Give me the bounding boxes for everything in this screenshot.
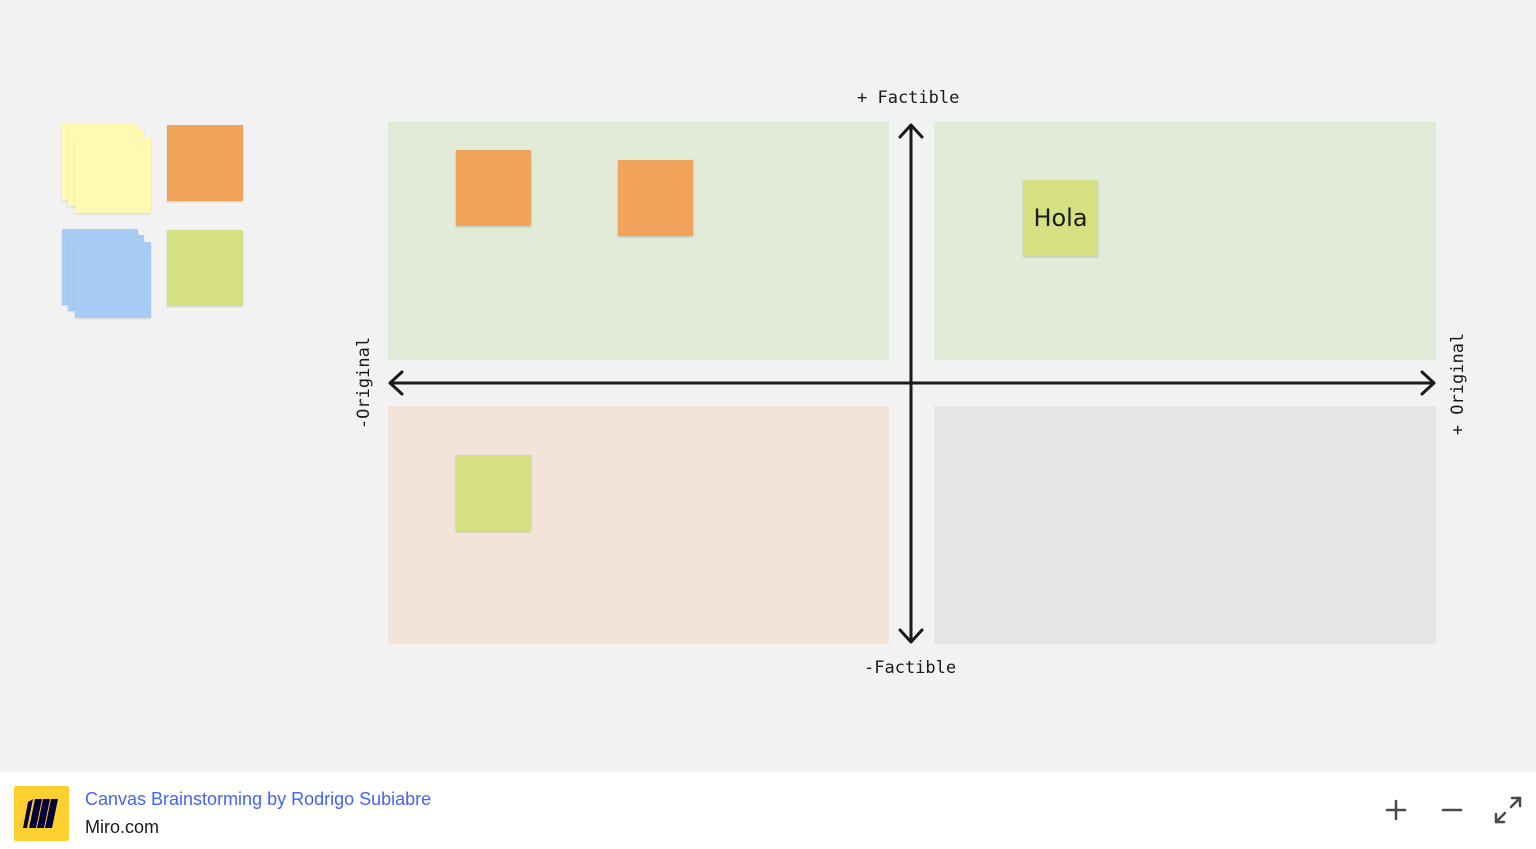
- sticky-note[interactable]: [456, 455, 531, 531]
- embed-footer: Canvas Brainstorming by Rodrigo Subiabre…: [0, 772, 1536, 849]
- quadrant-bottom-right[interactable]: [934, 406, 1436, 644]
- expand-icon: [1494, 796, 1522, 824]
- sticky-note[interactable]: [618, 160, 693, 236]
- minus-icon: [1441, 808, 1463, 812]
- arrow-down-icon: [898, 628, 924, 644]
- sticky-sheet: [75, 137, 151, 213]
- sticky-sheet: [75, 242, 151, 318]
- board-title-link[interactable]: Canvas Brainstorming by Rodrigo Subiabre: [85, 789, 432, 809]
- zoom-in-button[interactable]: [1378, 792, 1414, 828]
- orange-sticky-note-palette[interactable]: [167, 125, 243, 201]
- arrow-left-icon: [388, 370, 404, 396]
- sticky-note-hola[interactable]: Hola: [1023, 180, 1098, 256]
- axis-label-right: + Original: [1448, 332, 1468, 436]
- plus-icon: [1385, 799, 1407, 821]
- fullscreen-button[interactable]: [1490, 792, 1526, 828]
- sticky-note[interactable]: [456, 150, 531, 226]
- miro-logo-icon[interactable]: [14, 786, 69, 841]
- axis-label-left: -Original: [354, 336, 374, 430]
- lime-sticky-note-palette[interactable]: [167, 230, 243, 306]
- axis-label-bottom: -Factible: [864, 658, 957, 678]
- axes: [388, 123, 1436, 644]
- site-link[interactable]: Miro.com: [85, 817, 160, 837]
- axis-label-top: + Factible: [857, 88, 960, 108]
- board-canvas[interactable]: Hola + Factible -Factible -Original + Or…: [0, 0, 1536, 772]
- quadrant-top-right[interactable]: [934, 122, 1436, 360]
- arrow-up-icon: [898, 123, 924, 139]
- arrow-right-icon: [1420, 370, 1436, 396]
- zoom-out-button[interactable]: [1434, 792, 1470, 828]
